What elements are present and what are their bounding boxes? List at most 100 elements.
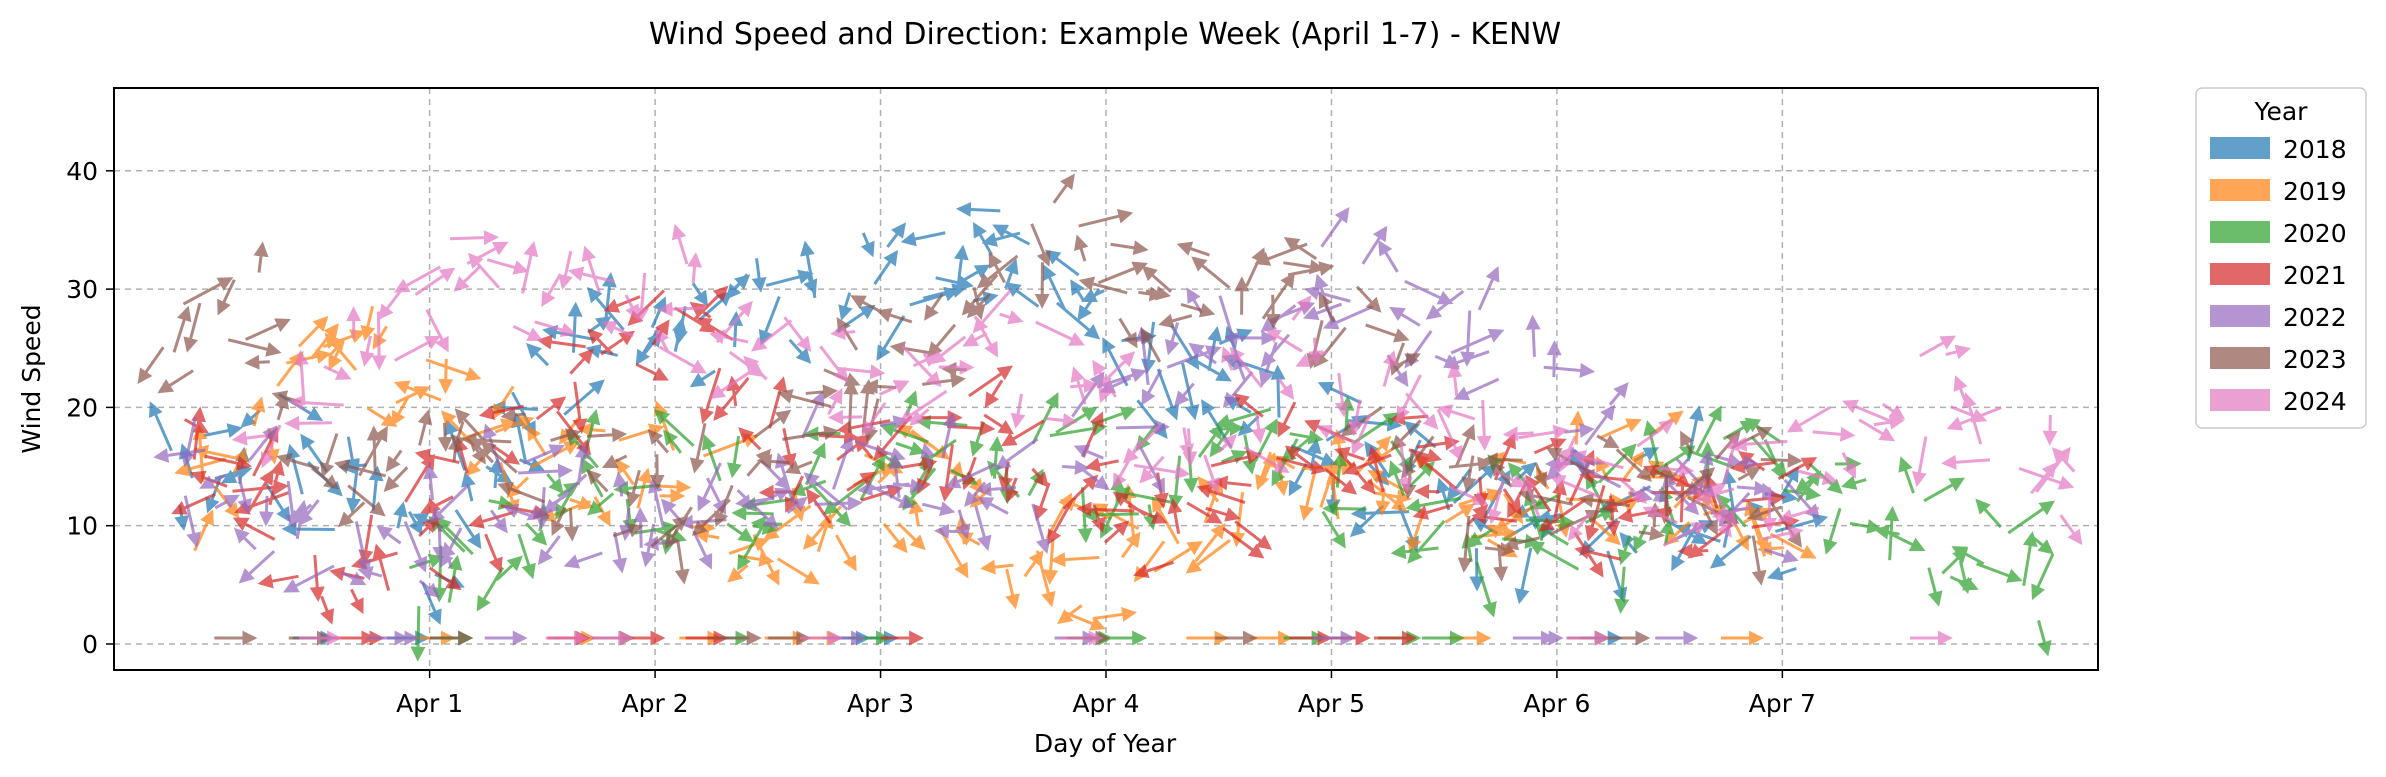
wind-arrow <box>713 377 750 421</box>
wind-arrow <box>512 324 543 341</box>
wind-arrow <box>1342 453 1392 476</box>
wind-arrow <box>1662 522 1708 547</box>
wind-arrow <box>203 423 243 438</box>
wind-arrow <box>366 425 382 472</box>
wind-arrow <box>420 495 454 514</box>
wind-arrow <box>522 444 566 465</box>
wind-arrow <box>1182 428 1198 467</box>
wind-arrow <box>1694 405 1722 456</box>
wind-arrow <box>1188 342 1217 365</box>
wind-arrow <box>687 252 703 284</box>
wind-arrow <box>900 231 946 247</box>
wind-arrow <box>873 249 899 285</box>
wind-arrow <box>752 533 780 586</box>
wind-arrow <box>417 409 433 446</box>
wind-arrow <box>385 449 403 473</box>
wind-arrow <box>1365 323 1410 343</box>
wind-arrow <box>1727 455 1759 471</box>
wind-arrow <box>1873 524 1900 540</box>
wind-arrow <box>1731 436 1788 452</box>
wind-arrow <box>393 501 408 529</box>
wind-arrow <box>1567 511 1592 541</box>
wind-arrow <box>818 429 860 445</box>
wind-arrow <box>323 365 352 380</box>
y-axis-label: Wind Speed <box>17 304 46 453</box>
wind-arrow <box>1295 350 1328 367</box>
wind-arrow <box>587 492 615 516</box>
wind-arrow <box>999 310 1024 325</box>
wind-arrow <box>298 499 320 527</box>
wind-arrow <box>735 494 775 510</box>
wind-arrow <box>664 506 693 549</box>
wind-arrow <box>1052 173 1075 204</box>
wind-arrow <box>895 441 926 456</box>
legend-swatch-2023 <box>2210 347 2270 369</box>
wind-arrow <box>1777 457 1818 481</box>
wind-arrow <box>461 432 512 448</box>
wind-arrow <box>543 473 588 515</box>
legend-label-2022: 2022 <box>2283 303 2347 332</box>
wind-arrow <box>357 566 383 581</box>
wind-arrow <box>1403 420 1437 449</box>
wind-arrow <box>1680 430 1694 454</box>
wind-arrow <box>976 481 1017 497</box>
legend-label-2020: 2020 <box>2283 219 2347 248</box>
wind-arrow <box>1945 344 1971 360</box>
wind-arrow <box>334 459 387 478</box>
wind-arrow <box>1858 418 1896 442</box>
wind-arrow <box>340 570 367 586</box>
wind-arrow <box>1321 510 1346 549</box>
wind-arrow <box>1746 505 1783 522</box>
wind-arrow <box>1763 548 1799 564</box>
wind-arrow <box>1620 450 1645 483</box>
wind-arrow <box>1050 552 1100 568</box>
wind-arrow <box>403 521 428 573</box>
wind-arrow <box>1031 392 1059 445</box>
wind-arrow <box>1382 350 1398 387</box>
wind-arrow <box>941 412 958 459</box>
wind-arrow <box>600 330 636 356</box>
wind-arrow <box>1289 429 1324 445</box>
wind-arrow <box>1062 459 1090 475</box>
wind-arrow <box>454 408 486 442</box>
wind-arrow <box>1158 313 1193 329</box>
wind-arrow <box>1243 446 1290 473</box>
wind-arrow <box>1701 504 1718 536</box>
wind-arrow <box>1073 444 1104 460</box>
wind-arrow <box>2059 514 2083 546</box>
wind-arrow <box>1193 358 1232 382</box>
wind-arrow <box>372 325 388 350</box>
wind-arrow <box>1035 320 1086 346</box>
wind-arrow <box>1533 437 1567 455</box>
wind-arrow <box>933 523 963 539</box>
wind-arrow <box>1957 560 1973 595</box>
wind-arrow <box>517 533 536 580</box>
x-axis-label: Day of Year <box>1034 729 1177 758</box>
wind-arrow <box>1528 541 1580 571</box>
wind-arrow <box>1217 434 1237 453</box>
wind-arrow <box>319 433 339 478</box>
wind-arrow <box>836 364 886 380</box>
wind-arrow <box>550 428 582 443</box>
wind-arrow <box>1578 492 1630 508</box>
wind-arrow <box>555 484 577 520</box>
wind-arrow <box>647 428 669 454</box>
wind-arrow <box>1375 488 1391 516</box>
wind-arrow <box>1334 372 1350 418</box>
wind-arrow <box>1552 479 1567 524</box>
wind-arrow <box>250 396 266 427</box>
wind-arrow <box>750 516 783 531</box>
wind-arrow <box>1397 440 1413 494</box>
wind-arrow <box>960 264 991 283</box>
wind-arrow <box>199 474 226 489</box>
y-tick-label: 0 <box>82 630 98 659</box>
wind-arrow <box>414 448 460 465</box>
wind-arrow <box>372 543 391 591</box>
wind-arrow <box>944 462 997 489</box>
wind-arrow <box>1751 535 1767 586</box>
wind-arrow <box>654 409 695 447</box>
wind-arrow <box>1261 272 1296 320</box>
wind-arrow <box>1378 239 1399 273</box>
wind-arrow <box>777 389 832 408</box>
wind-arrow <box>956 509 971 540</box>
